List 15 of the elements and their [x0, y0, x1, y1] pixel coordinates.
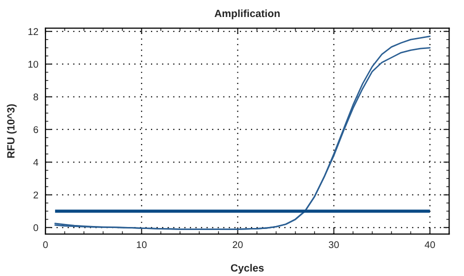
- x-tick-label: 40: [424, 241, 435, 248]
- x-axis-title: Cycles: [230, 264, 264, 274]
- y-axis-title: RFU (10^3): [6, 104, 17, 158]
- x-tick-label: 10: [136, 241, 147, 248]
- y-tick-label: 10: [28, 60, 38, 68]
- y-tick-label: 2: [34, 192, 38, 198]
- y-tick-label: 0: [34, 224, 38, 232]
- y-tick-label: 4: [33, 158, 38, 166]
- y-tick-label: 12: [28, 28, 38, 35]
- y-tick-label: 6: [34, 126, 38, 134]
- x-tick-label: 30: [328, 241, 339, 248]
- chart-title: Amplification: [214, 9, 280, 20]
- x-tick-label: 20: [232, 241, 243, 248]
- x-tick-label: 0: [43, 241, 48, 248]
- y-tick-label: 8: [34, 94, 38, 100]
